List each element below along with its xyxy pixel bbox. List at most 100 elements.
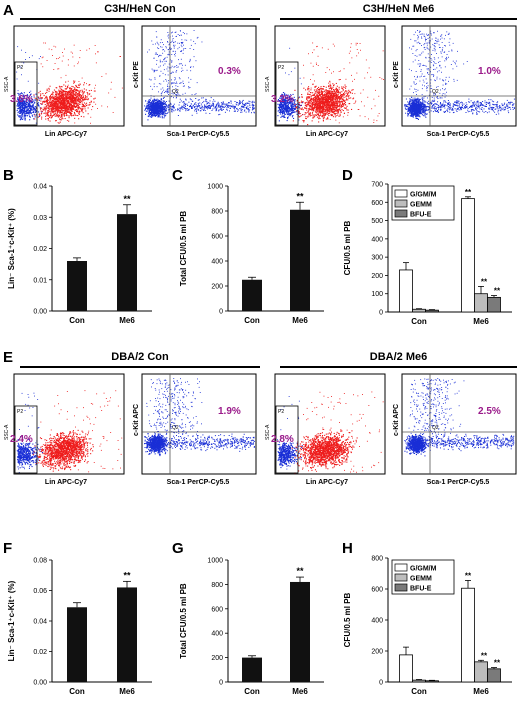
flow-dot (193, 56, 195, 58)
flow-dot (24, 106, 26, 108)
flow-dot (157, 103, 159, 105)
flow-dot (278, 104, 280, 106)
x-axis-label-sca: Sca-1 PerCP-Cy5.5 (167, 131, 230, 138)
flow-dot (25, 113, 27, 115)
flow-dot (72, 90, 74, 92)
flow-dot (283, 112, 285, 114)
panel-letter-e: E (3, 349, 14, 366)
flow-dot (17, 106, 19, 108)
flow-dot (80, 97, 82, 99)
flow-dot (314, 104, 316, 106)
flow-dot (334, 95, 336, 97)
flow-dot (163, 106, 165, 108)
flow-dot (74, 98, 76, 100)
flow-dot (321, 101, 323, 103)
flow-dot (20, 108, 22, 110)
flow-dot (324, 96, 326, 98)
flow-dot (62, 102, 64, 104)
flow-dot (65, 105, 67, 107)
flow-dot (335, 99, 337, 101)
flow-dot (38, 99, 40, 101)
flow-dot (336, 100, 338, 102)
flow-dot (328, 110, 330, 112)
flow-dot (52, 107, 54, 109)
flow-dot (307, 124, 309, 126)
flow-dot (220, 106, 222, 107)
flow-dot (52, 100, 54, 102)
flow-dot (82, 94, 84, 96)
flow-dot (37, 116, 39, 118)
flow-dot (183, 101, 185, 102)
flow-dot (153, 100, 155, 102)
flow-dot (28, 110, 30, 112)
flow-dot (333, 85, 335, 87)
flow-dot (201, 108, 203, 110)
flow-dot (280, 105, 282, 107)
flow-dot (221, 103, 223, 105)
flow-dot (71, 91, 73, 93)
flow-dot (78, 98, 80, 100)
flow-dot (76, 89, 78, 91)
flow-dot (214, 107, 216, 109)
flow-dot (163, 89, 165, 91)
flow-dot (46, 98, 48, 100)
flow-dot (160, 55, 162, 57)
flow-dot (298, 113, 300, 115)
flow-dot (177, 34, 179, 35)
flow-dot (241, 111, 243, 113)
flow-dot (163, 112, 165, 114)
flow-dot (183, 83, 184, 84)
flow-dot (303, 121, 305, 123)
flow-dot (305, 118, 307, 120)
flow-dot (196, 109, 198, 111)
flow-dot (76, 89, 78, 91)
flow-dot (61, 100, 63, 102)
flow-dot (182, 93, 184, 95)
flow-dot (318, 98, 320, 100)
flow-dot (93, 98, 94, 100)
flow-dot (327, 111, 329, 113)
flow-dot (82, 104, 84, 106)
flow-dot (342, 103, 344, 105)
flow-dot (283, 101, 285, 103)
panel-letter-d: D (342, 167, 353, 184)
flow-dot (76, 89, 78, 91)
flow-dot (174, 55, 176, 57)
flow-dot (83, 82, 85, 84)
flow-dot (282, 108, 284, 110)
flow-dot (76, 94, 78, 96)
flow-dot (85, 96, 87, 98)
flow-dot (63, 91, 65, 93)
flow-dot (310, 112, 312, 114)
flow-dot (53, 97, 55, 99)
flow-dot (331, 114, 333, 116)
flow-dot (171, 111, 173, 113)
flow-dot (156, 100, 158, 102)
flow-dot (47, 110, 49, 112)
flow-dot (338, 100, 340, 102)
flow-dot (43, 101, 45, 103)
flow-dot (21, 112, 23, 114)
group-title-dba-con: DBA/2 Con (111, 351, 169, 363)
flow-dot (345, 99, 347, 101)
flow-dot (24, 95, 26, 97)
flow-dot (159, 113, 161, 115)
flow-dot (163, 100, 165, 102)
flow-dot (281, 93, 283, 95)
flow-dot (162, 100, 164, 102)
flow-dot (21, 105, 23, 107)
flow-dot (181, 50, 183, 51)
flow-dot (331, 115, 333, 117)
flow-dot (50, 106, 52, 108)
flow-dot (207, 107, 209, 109)
flow-dot (174, 77, 176, 78)
flow-dot (222, 102, 224, 104)
flow-dot (82, 93, 84, 95)
flow-dot (309, 104, 311, 106)
flow-dot (336, 91, 338, 93)
flow-dot (59, 118, 61, 120)
flow-dot (280, 109, 282, 111)
flow-dot (65, 114, 67, 116)
flow-dot (73, 104, 75, 106)
flow-dot (331, 100, 333, 102)
